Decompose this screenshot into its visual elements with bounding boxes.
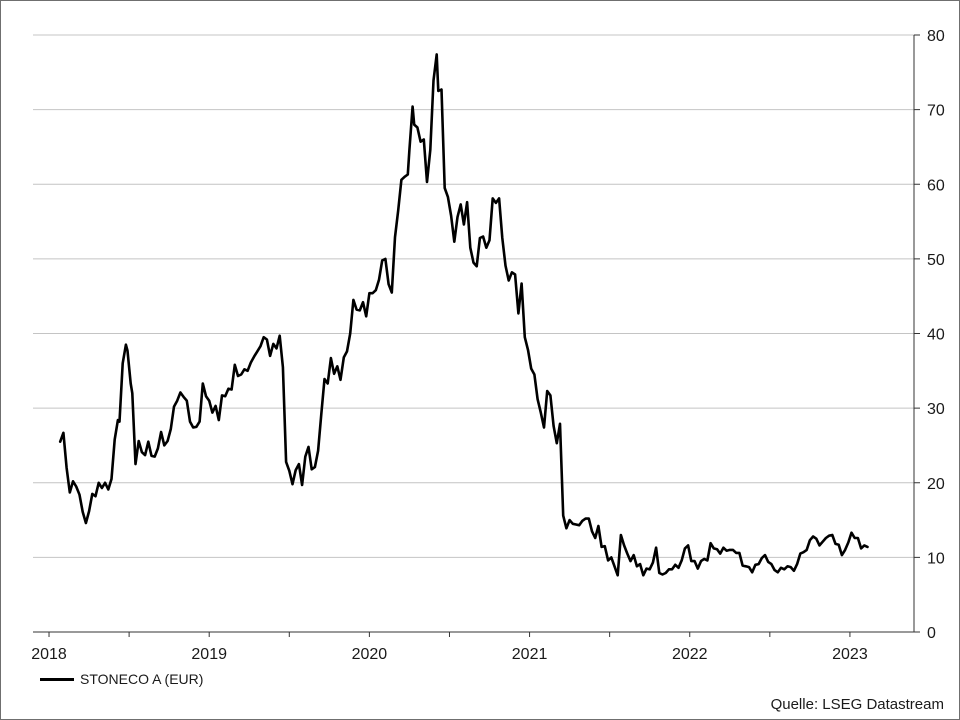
x-tick-label-2022: 2022	[672, 646, 708, 663]
y-tick-label-20: 20	[927, 476, 945, 493]
x-tick-label-2021: 2021	[512, 646, 548, 663]
gridlines	[33, 34, 914, 558]
legend-swatch	[40, 677, 74, 681]
y-tick-label-60: 60	[927, 177, 945, 194]
y-tick-label-30: 30	[927, 401, 945, 418]
series	[58, 53, 869, 577]
y-axis-labels: 0 10 20 30 40 50 60 70 80	[927, 28, 945, 642]
series-line-0	[58, 53, 869, 577]
y-tick-label-80: 80	[927, 28, 945, 45]
y-tick-label-70: 70	[927, 103, 945, 120]
x-tick-label-2018: 2018	[31, 646, 67, 663]
x-tick-label-2023: 2023	[832, 646, 868, 663]
axes	[33, 34, 920, 633]
y-tick-label-50: 50	[927, 252, 945, 269]
legend-label: STONECO A (EUR)	[80, 671, 204, 687]
x-tick-label-2019: 2019	[191, 646, 227, 663]
x-axis-labels: 2018 2019 2020 2021 2022 2023	[31, 646, 868, 663]
y-tick-label-10: 10	[927, 550, 945, 567]
y-tick-label-0: 0	[927, 625, 936, 642]
y-tick-label-40: 40	[927, 327, 945, 344]
legend: STONECO A (EUR)	[40, 669, 203, 689]
x-axis-ticks	[48, 632, 851, 637]
x-tick-label-2020: 2020	[352, 646, 388, 663]
source-note: Quelle: LSEG Datastream	[770, 696, 944, 713]
